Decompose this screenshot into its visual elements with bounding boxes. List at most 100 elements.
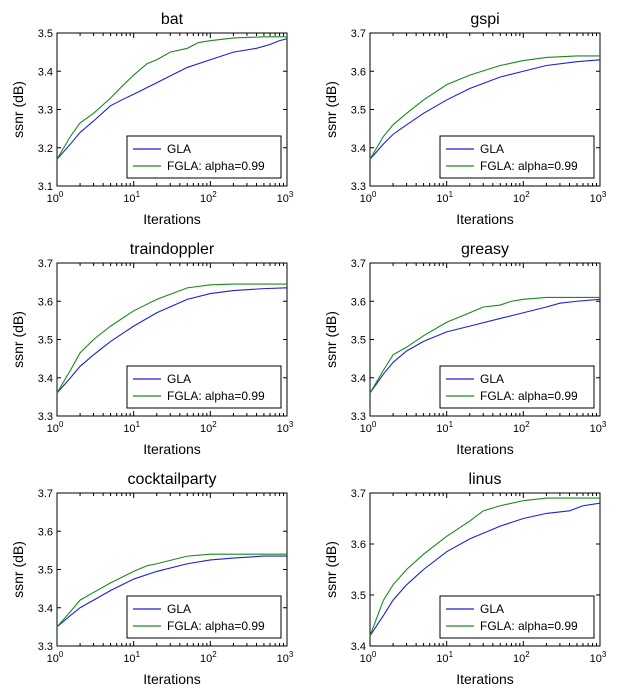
y-tick-label: 3.4 — [351, 143, 366, 155]
legend: GLA FGLA: alpha=0.99 — [439, 365, 595, 409]
y-tick-label: 3.3 — [351, 411, 366, 423]
y-tick-label: 3.4 — [38, 603, 53, 615]
y-tick-label: 3.4 — [38, 373, 53, 385]
legend-entry: GLA — [167, 142, 191, 156]
y-tick-label: 3.7 — [38, 258, 53, 270]
y-axis-label: ssnr (dB) — [323, 81, 339, 138]
y-tick-label: 3.3 — [38, 105, 53, 117]
legend: GLA FGLA: alpha=0.99 — [126, 595, 282, 639]
legend: GLA FGLA: alpha=0.99 — [439, 595, 595, 639]
chart-6: linus 3.4 3.5 3.6 3.7 100 101 102 103 Iterations s… — [323, 471, 607, 687]
x-tick-label: 101 — [123, 650, 140, 665]
series-line-fgla — [369, 497, 600, 636]
chart-4: greasy 3.3 3.4 3.5 3.6 3.7 100 101 102 103 Iterati… — [323, 241, 607, 457]
y-tick-label: 3.7 — [351, 28, 366, 40]
x-tick-label: 100 — [47, 650, 64, 665]
series-line-gla — [369, 298, 601, 394]
y-tick-label: 3.3 — [38, 641, 53, 653]
y-tick-label: 3.6 — [351, 66, 366, 78]
y-axis-label: ssnr (dB) — [323, 541, 339, 598]
legend: GLA FGLA: alpha=0.99 — [126, 365, 282, 409]
x-tick-label: 103 — [590, 650, 607, 665]
x-tick-label: 103 — [590, 420, 607, 435]
y-tick-label: 3.6 — [38, 526, 53, 538]
legend-entry: FGLA: alpha=0.99 — [167, 159, 265, 173]
series-line-fgla — [369, 296, 600, 394]
x-tick-label: 102 — [513, 190, 530, 205]
y-tick-label: 3.1 — [38, 181, 53, 193]
x-tick-label: 101 — [123, 190, 140, 205]
series-line-fgla — [56, 283, 287, 394]
x-tick-label: 100 — [360, 420, 377, 435]
legend-box — [439, 135, 595, 179]
chart-5: cocktailparty 3.3 3.4 3.5 3.6 3.7 100 101 102 103… — [10, 471, 294, 687]
y-tick-label: 3.4 — [38, 66, 53, 78]
x-tick-label: 102 — [513, 650, 530, 665]
y-tick-label: 3.4 — [351, 373, 366, 385]
x-tick-label: 103 — [277, 650, 294, 665]
legend-entry: GLA — [167, 602, 191, 616]
x-tick-label: 101 — [436, 650, 453, 665]
x-tick-label: 102 — [200, 420, 217, 435]
series-line-gla — [369, 502, 601, 637]
chart-title: cocktailparty — [128, 471, 217, 488]
x-tick-label: 102 — [200, 190, 217, 205]
y-tick-label: 3.4 — [351, 641, 366, 653]
chart-title: gspi — [470, 11, 499, 28]
y-tick-label: 3.7 — [38, 488, 53, 500]
y-tick-label: 3.5 — [351, 590, 366, 602]
y-tick-label: 3.2 — [38, 143, 53, 155]
legend-box — [439, 595, 595, 639]
x-tick-label: 100 — [360, 190, 377, 205]
y-tick-label: 3.5 — [351, 335, 366, 347]
chart-title: bat — [161, 11, 184, 28]
legend-box — [126, 595, 282, 639]
series-line-fgla — [56, 553, 287, 628]
y-tick-label: 3.5 — [38, 335, 53, 347]
x-axis-label: Iterations — [456, 211, 514, 227]
y-tick-label: 3.5 — [351, 105, 366, 117]
plot-frame — [369, 492, 601, 647]
x-tick-label: 101 — [436, 190, 453, 205]
x-tick-label: 101 — [123, 420, 140, 435]
x-tick-label: 103 — [277, 420, 294, 435]
y-axis-label: ssnr (dB) — [10, 81, 26, 138]
x-tick-label: 102 — [200, 650, 217, 665]
y-tick-label: 3.6 — [351, 539, 366, 551]
series-line-fgla — [56, 36, 287, 160]
legend-entry: GLA — [480, 372, 504, 386]
y-tick-label: 3.3 — [351, 181, 366, 193]
x-axis-label: Iterations — [456, 671, 514, 687]
x-tick-label: 100 — [47, 420, 64, 435]
legend-box — [126, 135, 282, 179]
x-axis-label: Iterations — [143, 441, 201, 457]
chart-title: traindoppler — [130, 241, 215, 258]
series-line-gla — [56, 555, 287, 628]
x-tick-label: 100 — [360, 650, 377, 665]
x-axis-label: Iterations — [143, 671, 201, 687]
series-line-gla — [369, 59, 601, 160]
legend-entry: FGLA: alpha=0.99 — [480, 619, 578, 633]
y-tick-label: 3.6 — [351, 296, 366, 308]
chart-1: bat 3.1 3.2 3.3 3.4 3.5 100 101 102 103 Iterations… — [10, 11, 294, 227]
chart-3: traindoppler 3.3 3.4 3.5 3.6 3.7 100 101 102 103 I… — [10, 241, 294, 457]
chart-title: greasy — [461, 241, 509, 258]
x-tick-label: 103 — [277, 190, 294, 205]
series-line-gla — [56, 38, 288, 160]
legend-entry: GLA — [167, 372, 191, 386]
legend-entry: FGLA: alpha=0.99 — [480, 159, 578, 173]
chart-title: linus — [469, 471, 502, 488]
legend-entry: FGLA: alpha=0.99 — [167, 389, 265, 403]
y-tick-label: 3.6 — [38, 296, 53, 308]
x-tick-label: 100 — [47, 190, 64, 205]
series-line-gla — [56, 287, 288, 394]
y-tick-label: 3.5 — [38, 565, 53, 577]
legend-entry: GLA — [480, 602, 504, 616]
legend-entry: FGLA: alpha=0.99 — [480, 389, 578, 403]
chart-2: gspi 3.3 3.4 3.5 3.6 3.7 100 101 102 103 Iteration… — [323, 11, 607, 227]
legend-box — [439, 365, 595, 409]
series-line-fgla — [369, 55, 600, 160]
y-axis-label: ssnr (dB) — [323, 311, 339, 368]
legend-box — [126, 365, 282, 409]
